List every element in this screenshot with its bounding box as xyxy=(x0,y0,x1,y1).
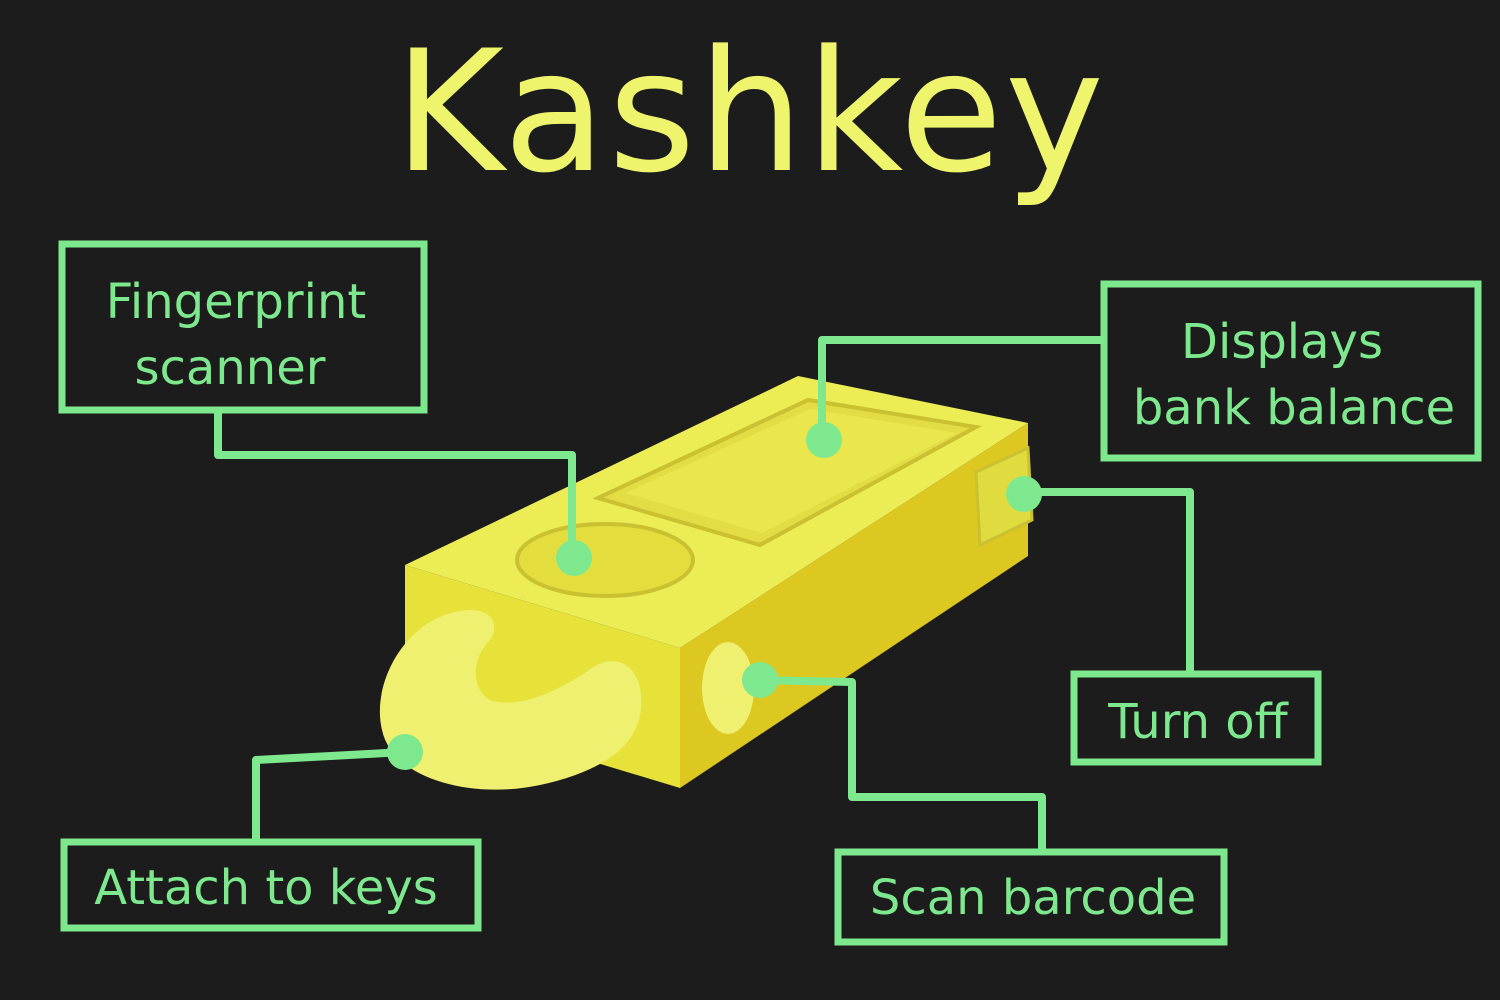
display-dot xyxy=(806,422,842,458)
fingerprint-pad xyxy=(515,522,695,598)
label-display-line2: bank balance xyxy=(1133,380,1455,436)
label-fingerprint: Fingerprint scanner xyxy=(58,240,428,414)
device-screen-inner xyxy=(625,409,957,533)
scan-dot xyxy=(742,662,778,698)
turn-off-dot xyxy=(1006,476,1042,512)
attach-dot xyxy=(387,734,423,770)
device-side-face xyxy=(680,423,1028,788)
label-fingerprint-line1: Fingerprint xyxy=(106,274,366,330)
attach-leader xyxy=(252,748,409,844)
key-ring-loop xyxy=(379,610,642,790)
label-attach: Attach to keys xyxy=(60,838,482,932)
label-scan: Scan barcode xyxy=(834,848,1228,946)
fingerprint-leader xyxy=(214,406,576,564)
label-display-line1: Displays xyxy=(1181,314,1383,370)
diagram-title: Kashkey xyxy=(393,14,1107,210)
barcode-lens xyxy=(702,642,754,734)
power-button xyxy=(974,445,1034,548)
label-scan-text: Scan barcode xyxy=(870,870,1196,926)
kashkey-device xyxy=(379,376,1034,790)
label-turn-off: Turn off xyxy=(1070,670,1322,766)
fingerprint-dot xyxy=(556,540,592,576)
label-attach-text: Attach to keys xyxy=(94,860,438,916)
display-leader xyxy=(818,336,1108,444)
scan-leader xyxy=(748,676,1046,854)
turn-off-leader xyxy=(1018,488,1194,676)
label-display: Displays bank balance xyxy=(1100,280,1482,462)
label-fingerprint-line2: scanner xyxy=(135,340,326,396)
label-turn-off-text: Turn off xyxy=(1107,694,1288,750)
